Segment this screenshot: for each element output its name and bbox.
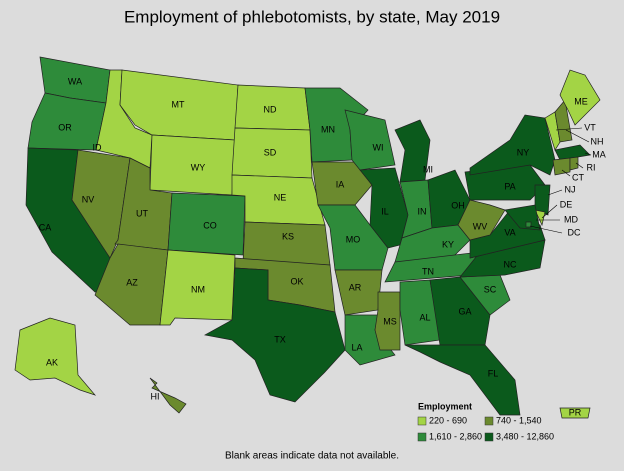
legend-swatch [417, 416, 427, 426]
state-label: MI [423, 164, 433, 174]
state-region [394, 224, 471, 263]
footnote: Blank areas indicate data not available. [225, 451, 399, 462]
state-region [552, 157, 571, 176]
state-region [534, 184, 551, 216]
state-label: KY [442, 239, 454, 249]
state-region [159, 249, 236, 326]
state-label: MT [172, 99, 185, 109]
state-region [71, 149, 131, 259]
state-region [554, 144, 591, 161]
state-region [559, 69, 601, 126]
states [14, 56, 601, 419]
state-region [149, 377, 187, 414]
legend-label: 220 - 690 [429, 415, 467, 425]
state-label: TX [274, 334, 286, 344]
state-label: OK [290, 276, 303, 286]
state-label: OH [451, 200, 465, 210]
legend-label: 3,480 - 12,860 [496, 431, 554, 441]
state-label: NE [274, 192, 287, 202]
state-label: UT [136, 208, 148, 218]
state-label: RI [587, 162, 596, 172]
state-label: ID [93, 142, 103, 152]
state-region [311, 161, 373, 206]
state-label: DE [560, 199, 573, 209]
state-region [14, 317, 97, 396]
state-label: NJ [565, 184, 576, 194]
state-label: WY [191, 162, 206, 172]
state-region [334, 269, 383, 316]
state-label: WI [373, 142, 384, 152]
state-label: VT [584, 122, 596, 132]
state-label: ME [574, 96, 588, 106]
legend-label: 740 - 1,540 [496, 415, 542, 425]
state-label: NY [517, 147, 530, 157]
state-region [569, 156, 579, 171]
state-region [559, 407, 591, 419]
state-label: CO [203, 220, 217, 230]
state-label: DC [568, 227, 581, 237]
state-label: MD [564, 214, 578, 224]
state-region [469, 114, 556, 176]
state-region [317, 204, 389, 271]
state-label: SC [484, 284, 497, 294]
state-region [203, 267, 346, 403]
legend-title: Employment [418, 401, 472, 411]
state-label: AL [419, 312, 430, 322]
state-region [399, 279, 441, 346]
state-label: NM [191, 284, 205, 294]
state-label: PA [504, 181, 515, 191]
state-label: SD [264, 147, 277, 157]
state-label: HI [151, 391, 160, 401]
state-label: ND [264, 104, 277, 114]
state-label: IL [381, 206, 389, 216]
state-label: WA [68, 76, 82, 86]
legend-swatch [484, 416, 494, 426]
state-label: PR [569, 407, 582, 417]
state-label: MO [346, 234, 361, 244]
state-label: OR [58, 122, 72, 132]
state-label: AK [46, 357, 58, 367]
legend-swatch [417, 432, 427, 442]
legend-label: 1,610 - 2,860 [429, 431, 482, 441]
state-label: LA [351, 342, 362, 352]
state-region [359, 167, 409, 249]
state-label: VA [504, 227, 515, 237]
state-label: MN [321, 124, 335, 134]
state-label: IA [336, 179, 345, 189]
state-label: MS [383, 316, 397, 326]
state-label: NH [591, 136, 604, 146]
state-label: AZ [126, 277, 138, 287]
legend-swatch [484, 432, 494, 442]
state-labels: WA OR CA NV ID MT WY UT AZ CO NM ND SD NE KS OK TX MN… [39, 76, 606, 417]
state-region [344, 109, 396, 171]
state-region [242, 221, 331, 266]
state-region [429, 276, 491, 346]
state-label: TN [422, 266, 434, 276]
state-region [534, 209, 546, 227]
state-label: NC [504, 259, 517, 269]
state-label: AR [349, 282, 362, 292]
state-region [554, 99, 573, 143]
state-label: WV [473, 221, 488, 231]
state-label: MA [592, 149, 606, 159]
state-region [525, 221, 532, 228]
legend: 220 - 690 740 - 1,540 1,610 - 2,860 3,480 -… [417, 415, 554, 442]
state-region [404, 344, 521, 416]
state-label: CA [39, 222, 52, 232]
state-label: IN [418, 206, 427, 216]
state-label: FL [488, 368, 499, 378]
state-label: GA [458, 306, 471, 316]
leaders [529, 127, 592, 234]
state-label: CT [572, 172, 584, 182]
state-label: KS [282, 231, 294, 241]
title: Employment of phlebotomists, by state, M… [124, 7, 500, 26]
state-label: NV [82, 194, 95, 204]
